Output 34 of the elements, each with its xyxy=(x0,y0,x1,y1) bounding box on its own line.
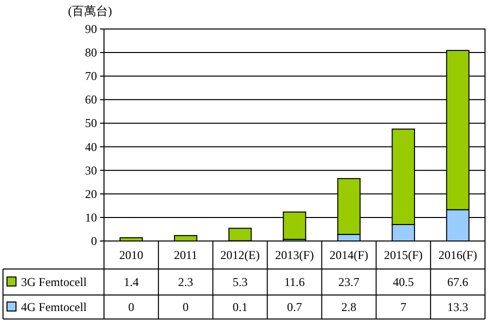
x-tick-label: 2010 xyxy=(119,248,144,262)
x-tick-label: 2015(F) xyxy=(384,248,423,262)
data-label: 67.6 xyxy=(447,275,468,289)
y-tick-label: 40 xyxy=(85,140,97,154)
y-tick-label: 30 xyxy=(85,163,97,178)
y-tick-label: 10 xyxy=(85,210,97,224)
y-axis-title: (百萬台) xyxy=(68,4,112,18)
data-label: 0.1 xyxy=(232,300,248,314)
y-tick-label: 70 xyxy=(85,69,97,84)
data-label: 7 xyxy=(400,300,406,314)
y-tick-label: 60 xyxy=(85,92,97,107)
legend-label: 3G Femtocell xyxy=(21,275,88,289)
data-label: 2.8 xyxy=(341,300,356,314)
y-tick-label: 50 xyxy=(85,116,97,130)
y-tick-label: 80 xyxy=(85,46,97,60)
x-tick-label: 2016(F) xyxy=(438,248,478,262)
data-label: 0 xyxy=(182,300,189,314)
x-tick-label: 2013(F) xyxy=(275,248,314,262)
y-tick-label: 0 xyxy=(91,234,97,248)
data-label: 0.7 xyxy=(287,300,302,314)
data-label: 5.3 xyxy=(232,275,248,289)
x-tick-label: 2012(E) xyxy=(220,248,260,262)
data-label: 1.4 xyxy=(124,275,139,289)
x-tick-label: 2014(F) xyxy=(330,248,368,262)
x-tick-label: 2011 xyxy=(174,248,198,262)
y-tick-label: 90 xyxy=(85,22,97,36)
legend-label: 4G Femtocell xyxy=(21,300,88,314)
data-label: 11.6 xyxy=(284,275,305,289)
data-label: 2.3 xyxy=(178,275,194,289)
data-label: 13.3 xyxy=(447,300,468,314)
data-label: 40.5 xyxy=(392,275,414,289)
y-tick-label: 20 xyxy=(85,186,97,201)
data-label: 23.7 xyxy=(338,275,360,289)
data-label: 0 xyxy=(128,300,134,314)
